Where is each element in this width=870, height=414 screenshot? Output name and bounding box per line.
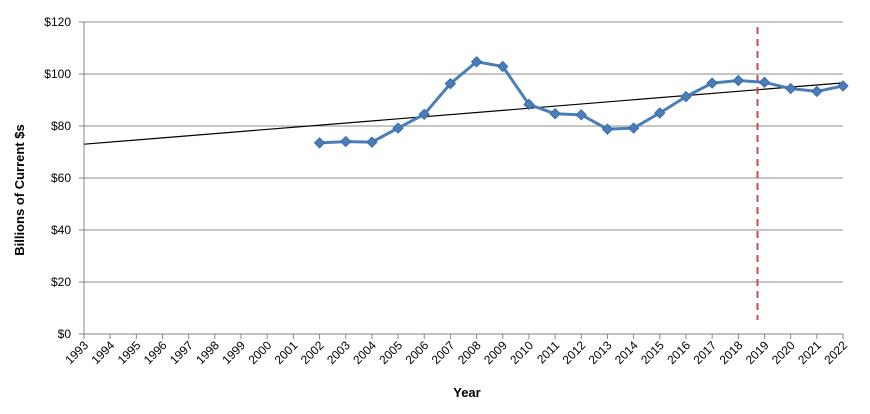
y-tick-label: $40 (51, 223, 71, 237)
x-tick-label: 2005 (376, 338, 405, 367)
trendline-group (83, 82, 844, 145)
data-point-2006 (418, 108, 430, 121)
y-axis-ticks: $0 $20 $40 $60 $80 $100 $120 (44, 15, 84, 341)
y-axis-title: Billions of Current $s (12, 124, 27, 255)
x-tick-label: 2012 (560, 338, 589, 367)
data-point-2021 (811, 85, 823, 98)
x-tick-label: 2007 (429, 338, 458, 367)
y-tick-label: $20 (51, 275, 71, 289)
data-point-2009 (497, 60, 509, 73)
x-tick-label: 2004 (350, 338, 379, 367)
data-point-2011 (549, 108, 561, 120)
data-point-2014 (627, 122, 640, 134)
data-point-2018 (732, 74, 745, 87)
data-point-2016 (680, 90, 692, 103)
x-tick-label: 2019 (743, 338, 772, 367)
x-tick-label: 2010 (507, 338, 536, 367)
x-tick-label: 2003 (324, 338, 353, 367)
data-point-2022 (837, 80, 849, 92)
x-tick-label: 2000 (246, 338, 275, 367)
x-tick-label: 2001 (272, 338, 301, 367)
x-tick-label: 1994 (89, 338, 118, 367)
x-tick-label: 1996 (141, 338, 170, 367)
data-point-2005 (392, 122, 404, 134)
data-point-2017 (706, 77, 718, 89)
data-point-2008 (470, 56, 483, 68)
y-tick-label: $120 (44, 15, 71, 29)
x-axis-ticks: 1993199419951996199719981999200020012002… (62, 334, 850, 367)
x-tick-label: 2021 (795, 338, 824, 367)
x-tick-label: 2017 (690, 338, 719, 367)
data-point-2012 (575, 109, 587, 121)
gridlines (83, 21, 843, 335)
x-tick-label: 1995 (115, 338, 144, 367)
x-tick-label: 2018 (717, 338, 746, 367)
y-tick-label: $0 (58, 327, 72, 341)
y-tick-label: $60 (51, 171, 71, 185)
x-tick-label: 2006 (403, 338, 432, 367)
x-tick-label: 1997 (167, 338, 196, 367)
trendline (83, 82, 844, 145)
data-point-2015 (654, 107, 666, 119)
data-point-2003 (340, 135, 352, 148)
x-tick-label: 1998 (193, 338, 222, 367)
x-tick-label: 2022 (821, 338, 850, 367)
data-point-2002 (313, 137, 326, 149)
data-point-2020 (784, 82, 797, 95)
data-point-2004 (366, 136, 378, 148)
x-tick-label: 1993 (62, 338, 91, 367)
x-tick-label: 2002 (298, 338, 327, 367)
x-tick-label: 2008 (455, 338, 484, 367)
x-tick-label: 2009 (481, 338, 510, 367)
x-tick-label: 2016 (664, 338, 693, 367)
data-point-2007 (444, 77, 457, 90)
x-tick-label: 2011 (534, 338, 562, 366)
y-tick-label: $80 (51, 119, 71, 133)
x-tick-label: 2015 (638, 338, 667, 367)
data-point-2019 (758, 76, 771, 89)
x-tick-label: 1999 (219, 338, 248, 367)
x-tick-label: 2014 (612, 338, 641, 367)
data-point-2010 (523, 98, 535, 111)
x-tick-label: 2020 (769, 338, 798, 367)
data-point-2013 (601, 123, 614, 135)
x-tick-label: 2013 (586, 338, 615, 367)
series-group (313, 56, 849, 149)
y-tick-label: $100 (44, 67, 71, 81)
x-axis-title: Year (453, 385, 480, 400)
